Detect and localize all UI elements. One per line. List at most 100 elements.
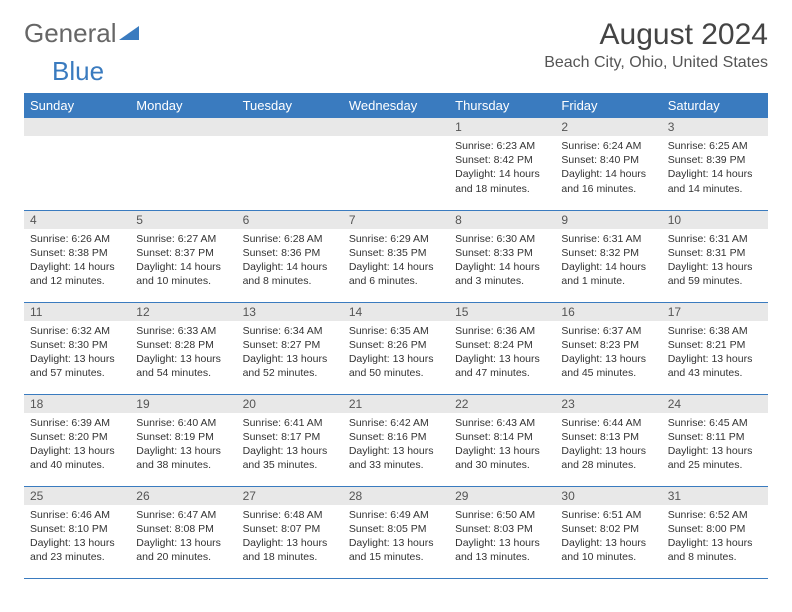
calendar-body: 1Sunrise: 6:23 AMSunset: 8:42 PMDaylight… — [24, 118, 768, 578]
weekday-header: Monday — [130, 93, 236, 118]
weekday-header: Wednesday — [343, 93, 449, 118]
calendar-day-cell: 16Sunrise: 6:37 AMSunset: 8:23 PMDayligh… — [555, 302, 661, 394]
logo-text-1: General — [24, 18, 117, 49]
calendar-week-row: 1Sunrise: 6:23 AMSunset: 8:42 PMDaylight… — [24, 118, 768, 210]
weekday-header: Saturday — [662, 93, 768, 118]
day-number-empty — [343, 118, 449, 136]
calendar-week-row: 18Sunrise: 6:39 AMSunset: 8:20 PMDayligh… — [24, 394, 768, 486]
day-details: Sunrise: 6:45 AMSunset: 8:11 PMDaylight:… — [662, 413, 768, 476]
day-details: Sunrise: 6:49 AMSunset: 8:05 PMDaylight:… — [343, 505, 449, 568]
day-details: Sunrise: 6:27 AMSunset: 8:37 PMDaylight:… — [130, 229, 236, 292]
day-details: Sunrise: 6:26 AMSunset: 8:38 PMDaylight:… — [24, 229, 130, 292]
day-details: Sunrise: 6:52 AMSunset: 8:00 PMDaylight:… — [662, 505, 768, 568]
day-details: Sunrise: 6:47 AMSunset: 8:08 PMDaylight:… — [130, 505, 236, 568]
day-details: Sunrise: 6:31 AMSunset: 8:32 PMDaylight:… — [555, 229, 661, 292]
day-details: Sunrise: 6:44 AMSunset: 8:13 PMDaylight:… — [555, 413, 661, 476]
day-details: Sunrise: 6:37 AMSunset: 8:23 PMDaylight:… — [555, 321, 661, 384]
location-text: Beach City, Ohio, United States — [544, 54, 768, 72]
weekday-header: Friday — [555, 93, 661, 118]
day-number: 12 — [130, 303, 236, 321]
calendar-day-cell: 30Sunrise: 6:51 AMSunset: 8:02 PMDayligh… — [555, 486, 661, 578]
calendar-day-cell: 14Sunrise: 6:35 AMSunset: 8:26 PMDayligh… — [343, 302, 449, 394]
day-details: Sunrise: 6:39 AMSunset: 8:20 PMDaylight:… — [24, 413, 130, 476]
calendar-table: SundayMondayTuesdayWednesdayThursdayFrid… — [24, 93, 768, 579]
calendar-day-cell: 7Sunrise: 6:29 AMSunset: 8:35 PMDaylight… — [343, 210, 449, 302]
calendar-day-cell: 20Sunrise: 6:41 AMSunset: 8:17 PMDayligh… — [237, 394, 343, 486]
day-number: 19 — [130, 395, 236, 413]
day-number: 27 — [237, 487, 343, 505]
day-details: Sunrise: 6:36 AMSunset: 8:24 PMDaylight:… — [449, 321, 555, 384]
day-details: Sunrise: 6:46 AMSunset: 8:10 PMDaylight:… — [24, 505, 130, 568]
day-details: Sunrise: 6:42 AMSunset: 8:16 PMDaylight:… — [343, 413, 449, 476]
day-details: Sunrise: 6:32 AMSunset: 8:30 PMDaylight:… — [24, 321, 130, 384]
day-details: Sunrise: 6:31 AMSunset: 8:31 PMDaylight:… — [662, 229, 768, 292]
calendar-day-cell: 6Sunrise: 6:28 AMSunset: 8:36 PMDaylight… — [237, 210, 343, 302]
day-number: 30 — [555, 487, 661, 505]
calendar-day-cell: 8Sunrise: 6:30 AMSunset: 8:33 PMDaylight… — [449, 210, 555, 302]
day-details: Sunrise: 6:51 AMSunset: 8:02 PMDaylight:… — [555, 505, 661, 568]
calendar-day-cell: 17Sunrise: 6:38 AMSunset: 8:21 PMDayligh… — [662, 302, 768, 394]
calendar-header-row: SundayMondayTuesdayWednesdayThursdayFrid… — [24, 93, 768, 118]
day-number: 31 — [662, 487, 768, 505]
day-number: 3 — [662, 118, 768, 136]
day-number: 16 — [555, 303, 661, 321]
day-details: Sunrise: 6:50 AMSunset: 8:03 PMDaylight:… — [449, 505, 555, 568]
day-details: Sunrise: 6:28 AMSunset: 8:36 PMDaylight:… — [237, 229, 343, 292]
day-details: Sunrise: 6:24 AMSunset: 8:40 PMDaylight:… — [555, 136, 661, 199]
day-details: Sunrise: 6:29 AMSunset: 8:35 PMDaylight:… — [343, 229, 449, 292]
day-number: 21 — [343, 395, 449, 413]
day-details: Sunrise: 6:41 AMSunset: 8:17 PMDaylight:… — [237, 413, 343, 476]
day-number: 15 — [449, 303, 555, 321]
calendar-empty-cell — [343, 118, 449, 210]
calendar-day-cell: 26Sunrise: 6:47 AMSunset: 8:08 PMDayligh… — [130, 486, 236, 578]
calendar-day-cell: 23Sunrise: 6:44 AMSunset: 8:13 PMDayligh… — [555, 394, 661, 486]
calendar-empty-cell — [237, 118, 343, 210]
calendar-day-cell: 18Sunrise: 6:39 AMSunset: 8:20 PMDayligh… — [24, 394, 130, 486]
day-details: Sunrise: 6:23 AMSunset: 8:42 PMDaylight:… — [449, 136, 555, 199]
calendar-day-cell: 3Sunrise: 6:25 AMSunset: 8:39 PMDaylight… — [662, 118, 768, 210]
day-number: 29 — [449, 487, 555, 505]
calendar-day-cell: 9Sunrise: 6:31 AMSunset: 8:32 PMDaylight… — [555, 210, 661, 302]
day-details: Sunrise: 6:48 AMSunset: 8:07 PMDaylight:… — [237, 505, 343, 568]
day-number: 18 — [24, 395, 130, 413]
day-details: Sunrise: 6:25 AMSunset: 8:39 PMDaylight:… — [662, 136, 768, 199]
weekday-header: Thursday — [449, 93, 555, 118]
calendar-day-cell: 13Sunrise: 6:34 AMSunset: 8:27 PMDayligh… — [237, 302, 343, 394]
day-number: 11 — [24, 303, 130, 321]
calendar-day-cell: 12Sunrise: 6:33 AMSunset: 8:28 PMDayligh… — [130, 302, 236, 394]
day-number-empty — [237, 118, 343, 136]
day-number: 8 — [449, 211, 555, 229]
day-number: 13 — [237, 303, 343, 321]
day-number: 5 — [130, 211, 236, 229]
logo-triangle-icon — [119, 18, 141, 49]
day-number-empty — [24, 118, 130, 136]
calendar-day-cell: 10Sunrise: 6:31 AMSunset: 8:31 PMDayligh… — [662, 210, 768, 302]
calendar-day-cell: 28Sunrise: 6:49 AMSunset: 8:05 PMDayligh… — [343, 486, 449, 578]
day-number-empty — [130, 118, 236, 136]
title-block: August 2024 Beach City, Ohio, United Sta… — [544, 18, 768, 72]
calendar-day-cell: 11Sunrise: 6:32 AMSunset: 8:30 PMDayligh… — [24, 302, 130, 394]
day-number: 23 — [555, 395, 661, 413]
day-number: 28 — [343, 487, 449, 505]
logo: General — [24, 18, 141, 49]
day-number: 7 — [343, 211, 449, 229]
day-details: Sunrise: 6:30 AMSunset: 8:33 PMDaylight:… — [449, 229, 555, 292]
calendar-day-cell: 27Sunrise: 6:48 AMSunset: 8:07 PMDayligh… — [237, 486, 343, 578]
calendar-day-cell: 19Sunrise: 6:40 AMSunset: 8:19 PMDayligh… — [130, 394, 236, 486]
calendar-day-cell: 29Sunrise: 6:50 AMSunset: 8:03 PMDayligh… — [449, 486, 555, 578]
day-details: Sunrise: 6:43 AMSunset: 8:14 PMDaylight:… — [449, 413, 555, 476]
weekday-header: Tuesday — [237, 93, 343, 118]
calendar-empty-cell — [130, 118, 236, 210]
calendar-day-cell: 5Sunrise: 6:27 AMSunset: 8:37 PMDaylight… — [130, 210, 236, 302]
day-details: Sunrise: 6:40 AMSunset: 8:19 PMDaylight:… — [130, 413, 236, 476]
calendar-day-cell: 24Sunrise: 6:45 AMSunset: 8:11 PMDayligh… — [662, 394, 768, 486]
day-number: 17 — [662, 303, 768, 321]
day-number: 14 — [343, 303, 449, 321]
day-number: 22 — [449, 395, 555, 413]
calendar-day-cell: 15Sunrise: 6:36 AMSunset: 8:24 PMDayligh… — [449, 302, 555, 394]
weekday-header: Sunday — [24, 93, 130, 118]
day-number: 4 — [24, 211, 130, 229]
day-details: Sunrise: 6:35 AMSunset: 8:26 PMDaylight:… — [343, 321, 449, 384]
calendar-day-cell: 25Sunrise: 6:46 AMSunset: 8:10 PMDayligh… — [24, 486, 130, 578]
day-number: 6 — [237, 211, 343, 229]
